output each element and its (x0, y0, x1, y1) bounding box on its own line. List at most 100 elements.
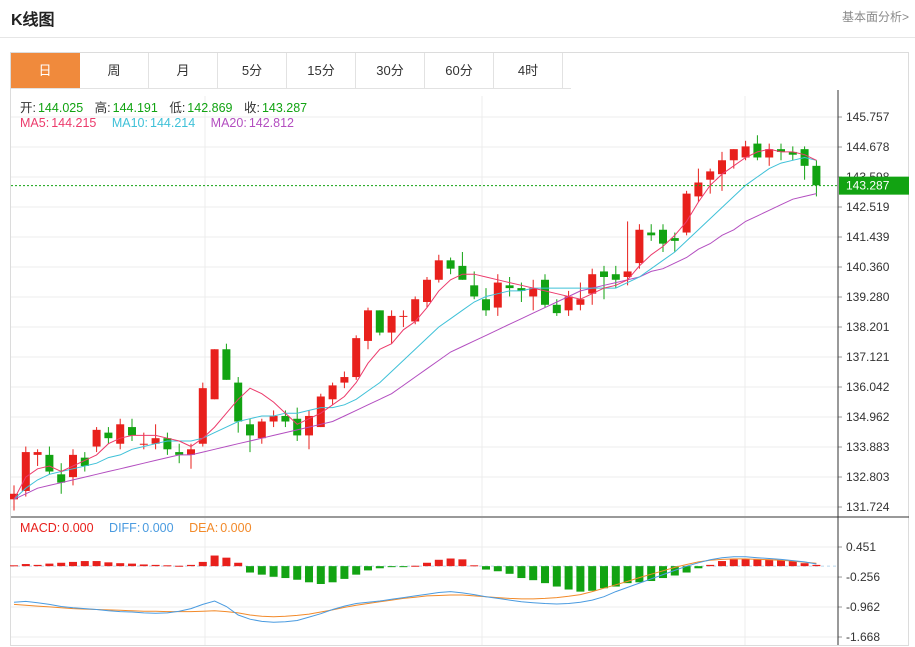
low-label: 低: (169, 101, 186, 115)
candle-body (80, 457, 89, 466)
close-value: 143.287 (261, 101, 308, 115)
candle-body (552, 304, 561, 314)
macd-bar (600, 566, 608, 589)
header-divider (0, 37, 915, 38)
candle-body (210, 349, 219, 400)
candle-body (446, 260, 455, 269)
high-label: 高: (94, 101, 111, 115)
macd-bar (210, 555, 219, 567)
y-tick-label: 144.678 (846, 140, 890, 154)
candle-body (234, 382, 243, 422)
macd-bar (706, 564, 715, 567)
macd-bar (788, 561, 797, 567)
ohlc-readout: 开: 144.025 高: 144.191 低: 142.869 收: 143.287 (20, 97, 309, 116)
candle-body (364, 310, 372, 341)
macd-bar (434, 559, 443, 567)
macd-bar (139, 564, 148, 567)
tab-30min[interactable]: 30分 (356, 53, 425, 88)
candle-body (281, 415, 290, 422)
candle-body (588, 274, 597, 294)
candle-body (564, 296, 573, 311)
macd-bar (45, 563, 54, 567)
candle-body (257, 421, 266, 439)
candle-body (293, 418, 302, 436)
candle-body (399, 315, 408, 317)
candle-body (458, 265, 467, 280)
candle-body (682, 193, 691, 233)
macd-bar (269, 566, 278, 577)
macd-bar (316, 566, 325, 584)
tab-day[interactable]: 日 (11, 53, 80, 88)
macd-bar (541, 566, 549, 584)
candle-body (434, 260, 443, 280)
macd-bar (281, 566, 290, 579)
macd-bar (187, 564, 195, 567)
macd-bar (682, 566, 691, 573)
y-tick-label: 145.757 (846, 110, 890, 124)
candle-body (635, 229, 644, 264)
candle-body (151, 438, 160, 444)
macd-bar (423, 562, 431, 567)
tab-week[interactable]: 周 (80, 53, 149, 88)
candle-body (316, 396, 325, 428)
macd-bar (482, 566, 490, 570)
last-price-tag (839, 176, 909, 195)
candle-body (600, 271, 608, 277)
candle-body (45, 454, 54, 472)
tab-60min[interactable]: 60分 (425, 53, 494, 88)
tabs-underline (11, 88, 571, 89)
y-tick-label: 141.439 (846, 230, 890, 244)
macd-bar (470, 565, 479, 567)
candle-body (423, 279, 431, 303)
macd-bar (765, 559, 774, 567)
candle-body (92, 429, 101, 447)
macd-bar (588, 566, 597, 591)
candle-body (104, 432, 113, 439)
last-price-label: 143.287 (846, 179, 890, 193)
ma5-label: MA5: (20, 116, 50, 130)
macd-value: 0.000 (62, 521, 94, 535)
candle-body (517, 288, 526, 291)
candle-body (33, 452, 42, 455)
candle-body (623, 271, 632, 277)
macd-bar (10, 565, 18, 567)
y-tick-label: 139.280 (846, 290, 890, 304)
tab-month[interactable]: 月 (149, 53, 218, 88)
diff-label: DIFF: (109, 521, 141, 535)
ma10-label: MA10: (111, 116, 148, 130)
macd-bar (128, 563, 136, 567)
candle-body (812, 165, 821, 186)
macd-bar (564, 566, 573, 590)
period-tabs: 日 周 月 5分 15分 30分 60分 4时 (11, 53, 563, 88)
candle-body (375, 310, 384, 333)
tab-15min[interactable]: 15分 (287, 53, 356, 88)
ma20-line (13, 193, 817, 500)
chart-title: K线图 (11, 12, 55, 29)
candle-body (340, 377, 349, 383)
macd-bar (623, 566, 632, 584)
candle-body (718, 160, 726, 175)
candle-body (352, 338, 361, 378)
macd-bar (328, 566, 337, 583)
macd-bar (57, 562, 66, 567)
y-tick-label: 131.724 (846, 500, 890, 514)
macd-bar (340, 566, 349, 579)
macd-bar (529, 566, 538, 581)
y-tick-label: 142.519 (846, 200, 890, 214)
candle-body (788, 151, 797, 155)
y-tick-label: 138.201 (846, 320, 890, 334)
y-tick-label: 140.360 (846, 260, 890, 274)
macd-y-tick-label: -1.668 (846, 630, 880, 644)
fundamental-analysis-link[interactable]: 基本面分析> (841, 10, 909, 24)
candle-body (116, 424, 125, 444)
tab-5min[interactable]: 5分 (218, 53, 287, 88)
macd-bar (659, 566, 667, 579)
candle-body (729, 149, 738, 161)
tab-4hour[interactable]: 4时 (494, 53, 563, 88)
macd-bar (753, 558, 762, 567)
candle-body (10, 493, 18, 500)
macd-bar (104, 562, 113, 567)
macd-y-tick-label: 0.451 (846, 540, 876, 554)
candle-body (706, 171, 715, 180)
